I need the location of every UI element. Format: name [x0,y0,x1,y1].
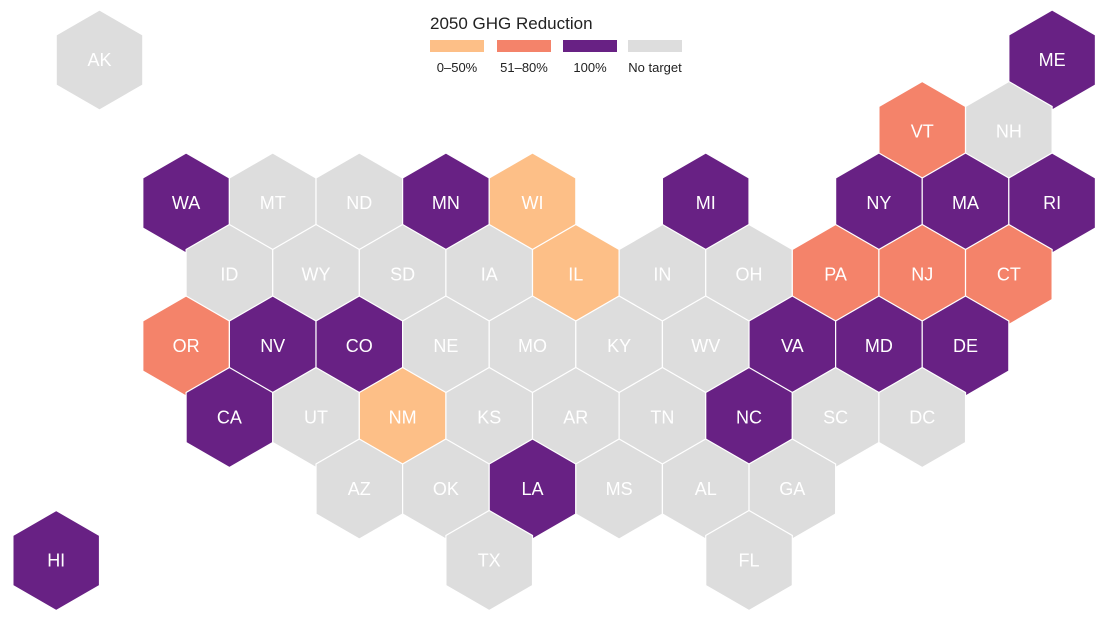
legend-swatch-full [563,40,617,52]
state-label: IA [481,265,498,285]
state-hex [445,509,534,612]
state-label: MN [432,193,460,213]
state-tile-me: ME [1008,9,1097,111]
state-label: KY [607,336,631,356]
state-label: WV [691,336,720,356]
state-tile-wi: WI [488,152,577,254]
state-tile-ri: RI [1008,152,1097,254]
state-label: KS [477,408,501,428]
legend-title: 2050 GHG Reduction [430,14,593,33]
state-label: TX [478,551,501,571]
state-label: MO [518,336,547,356]
state-label: PA [824,265,847,285]
state-label: IN [653,265,671,285]
state-tile-fl: FL [705,509,793,612]
state-label: AZ [348,479,371,499]
state-label: MS [606,479,633,499]
state-tile-nj: NJ [878,223,967,326]
state-label: GA [779,479,805,499]
state-label: IL [568,265,583,285]
state-tile-oh: OH [705,223,793,326]
state-label: DE [953,336,978,356]
state-label: OK [433,479,459,499]
state-label: NY [866,193,891,213]
state-label: WI [522,193,544,213]
state-label: NE [433,336,458,356]
state-label: ND [346,193,372,213]
state-tile-de: DE [921,295,1010,397]
state-label: VA [781,336,804,356]
state-label: WA [172,193,200,213]
state-label: ID [220,265,238,285]
state-tile-ny: NY [835,152,923,254]
state-tile-nm: NM [358,366,447,469]
state-label: CT [997,265,1021,285]
state-tile-hi: HI [12,509,101,612]
state-tile-ct: CT [964,223,1053,326]
state-label: VT [911,122,934,142]
state-tile-tx: TX [445,509,534,612]
legend-label-full: 100% [573,60,607,75]
state-label: UT [304,408,328,428]
state-label: MI [696,193,716,213]
legend-swatch-low [430,40,484,52]
state-label: SC [823,408,848,428]
legend-swatch-none [628,40,682,52]
state-label: WY [302,265,331,285]
state-label: AK [87,50,111,70]
state-hex [878,366,967,469]
state-hex [705,509,793,612]
state-hex [55,9,144,111]
state-label: NC [736,408,762,428]
state-label: CA [217,408,242,428]
state-label: MT [260,193,286,213]
legend-label-low: 0–50% [436,60,478,75]
legend-label-mid: 51–80% [500,60,548,75]
state-label: CO [346,336,373,356]
state-label: DC [909,408,935,428]
state-label: RI [1043,193,1061,213]
state-label: MD [865,336,893,356]
state-label: NH [996,122,1022,142]
state-label: FL [739,551,760,571]
legend-label-none: No target [628,60,682,75]
state-tile-ak: AK [55,9,144,111]
state-label: OH [736,265,763,285]
state-label: NV [260,336,285,356]
state-tile-ga: GA [748,438,837,540]
state-label: MA [952,193,979,213]
state-label: NM [389,408,417,428]
state-label: AL [695,479,717,499]
state-label: TN [650,408,674,428]
legend-swatch-mid [497,40,551,52]
state-tile-dc: DC [878,366,967,469]
state-label: ME [1039,50,1066,70]
state-tile-va: VA [748,295,837,397]
state-label: SD [390,265,415,285]
state-label: LA [521,479,543,499]
state-label: NJ [911,265,933,285]
state-label: HI [47,551,65,571]
state-hex [12,509,101,612]
state-label: AR [563,408,588,428]
state-label: OR [173,336,200,356]
